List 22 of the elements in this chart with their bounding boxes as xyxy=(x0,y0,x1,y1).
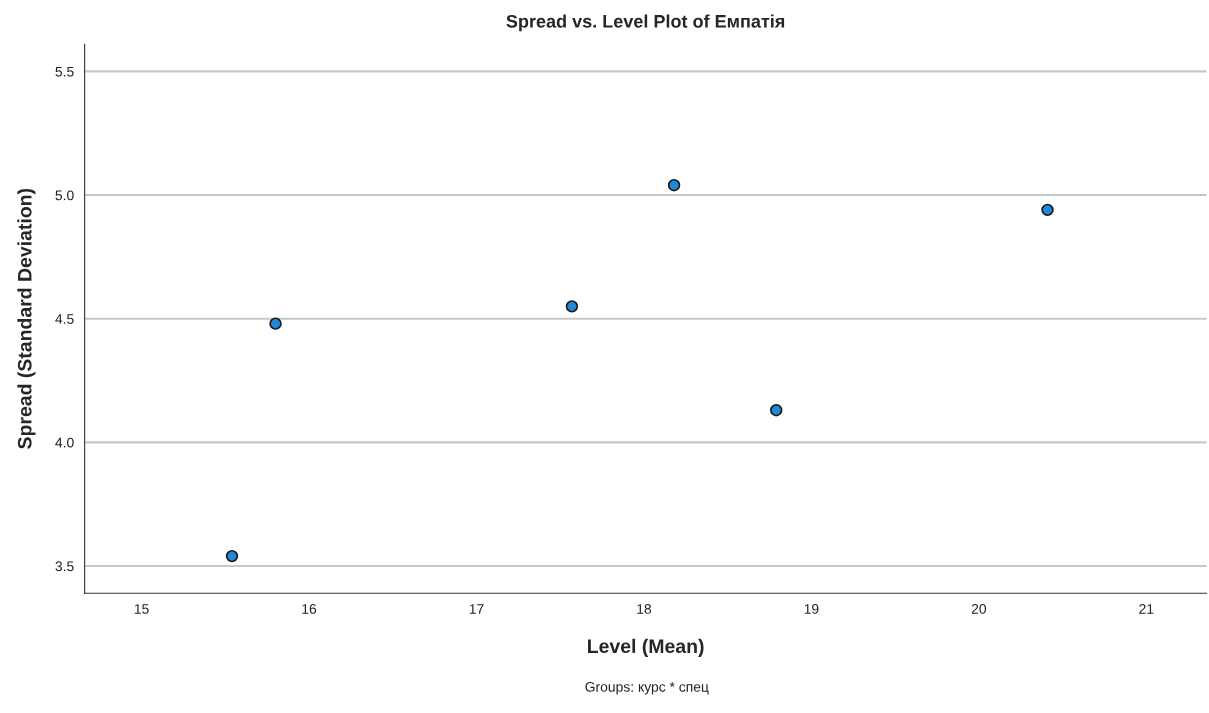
point xyxy=(225,549,239,563)
y-tick-label: 3.5 xyxy=(55,561,74,572)
point xyxy=(269,317,282,330)
point xyxy=(1041,203,1054,217)
x-tick-label: 17 xyxy=(469,604,484,614)
chart-title: Spread vs. Level Plot of Емпатія xyxy=(506,14,785,32)
x-tick-label: 20 xyxy=(971,604,987,614)
y-tick-label: 5.0 xyxy=(55,190,74,201)
point xyxy=(770,403,783,417)
x-tick-label: 18 xyxy=(637,604,652,614)
point xyxy=(667,178,681,192)
text: Groups: курс * спец xyxy=(585,681,709,695)
point xyxy=(565,300,579,313)
x-tick-label: 19 xyxy=(804,604,819,614)
x-tick-label: 15 xyxy=(134,604,149,614)
x-tick-label: 16 xyxy=(302,604,317,614)
x-axis-title: Level (Mean) xyxy=(588,638,704,657)
y-tick-label: 5.5 xyxy=(55,66,74,77)
y-tick-label: 4.0 xyxy=(55,437,74,448)
y-axis-title: Spread (Standard Deviation) xyxy=(17,188,36,449)
y-tick-label: 4.5 xyxy=(55,314,74,324)
x-tick-label: 21 xyxy=(1139,604,1154,614)
